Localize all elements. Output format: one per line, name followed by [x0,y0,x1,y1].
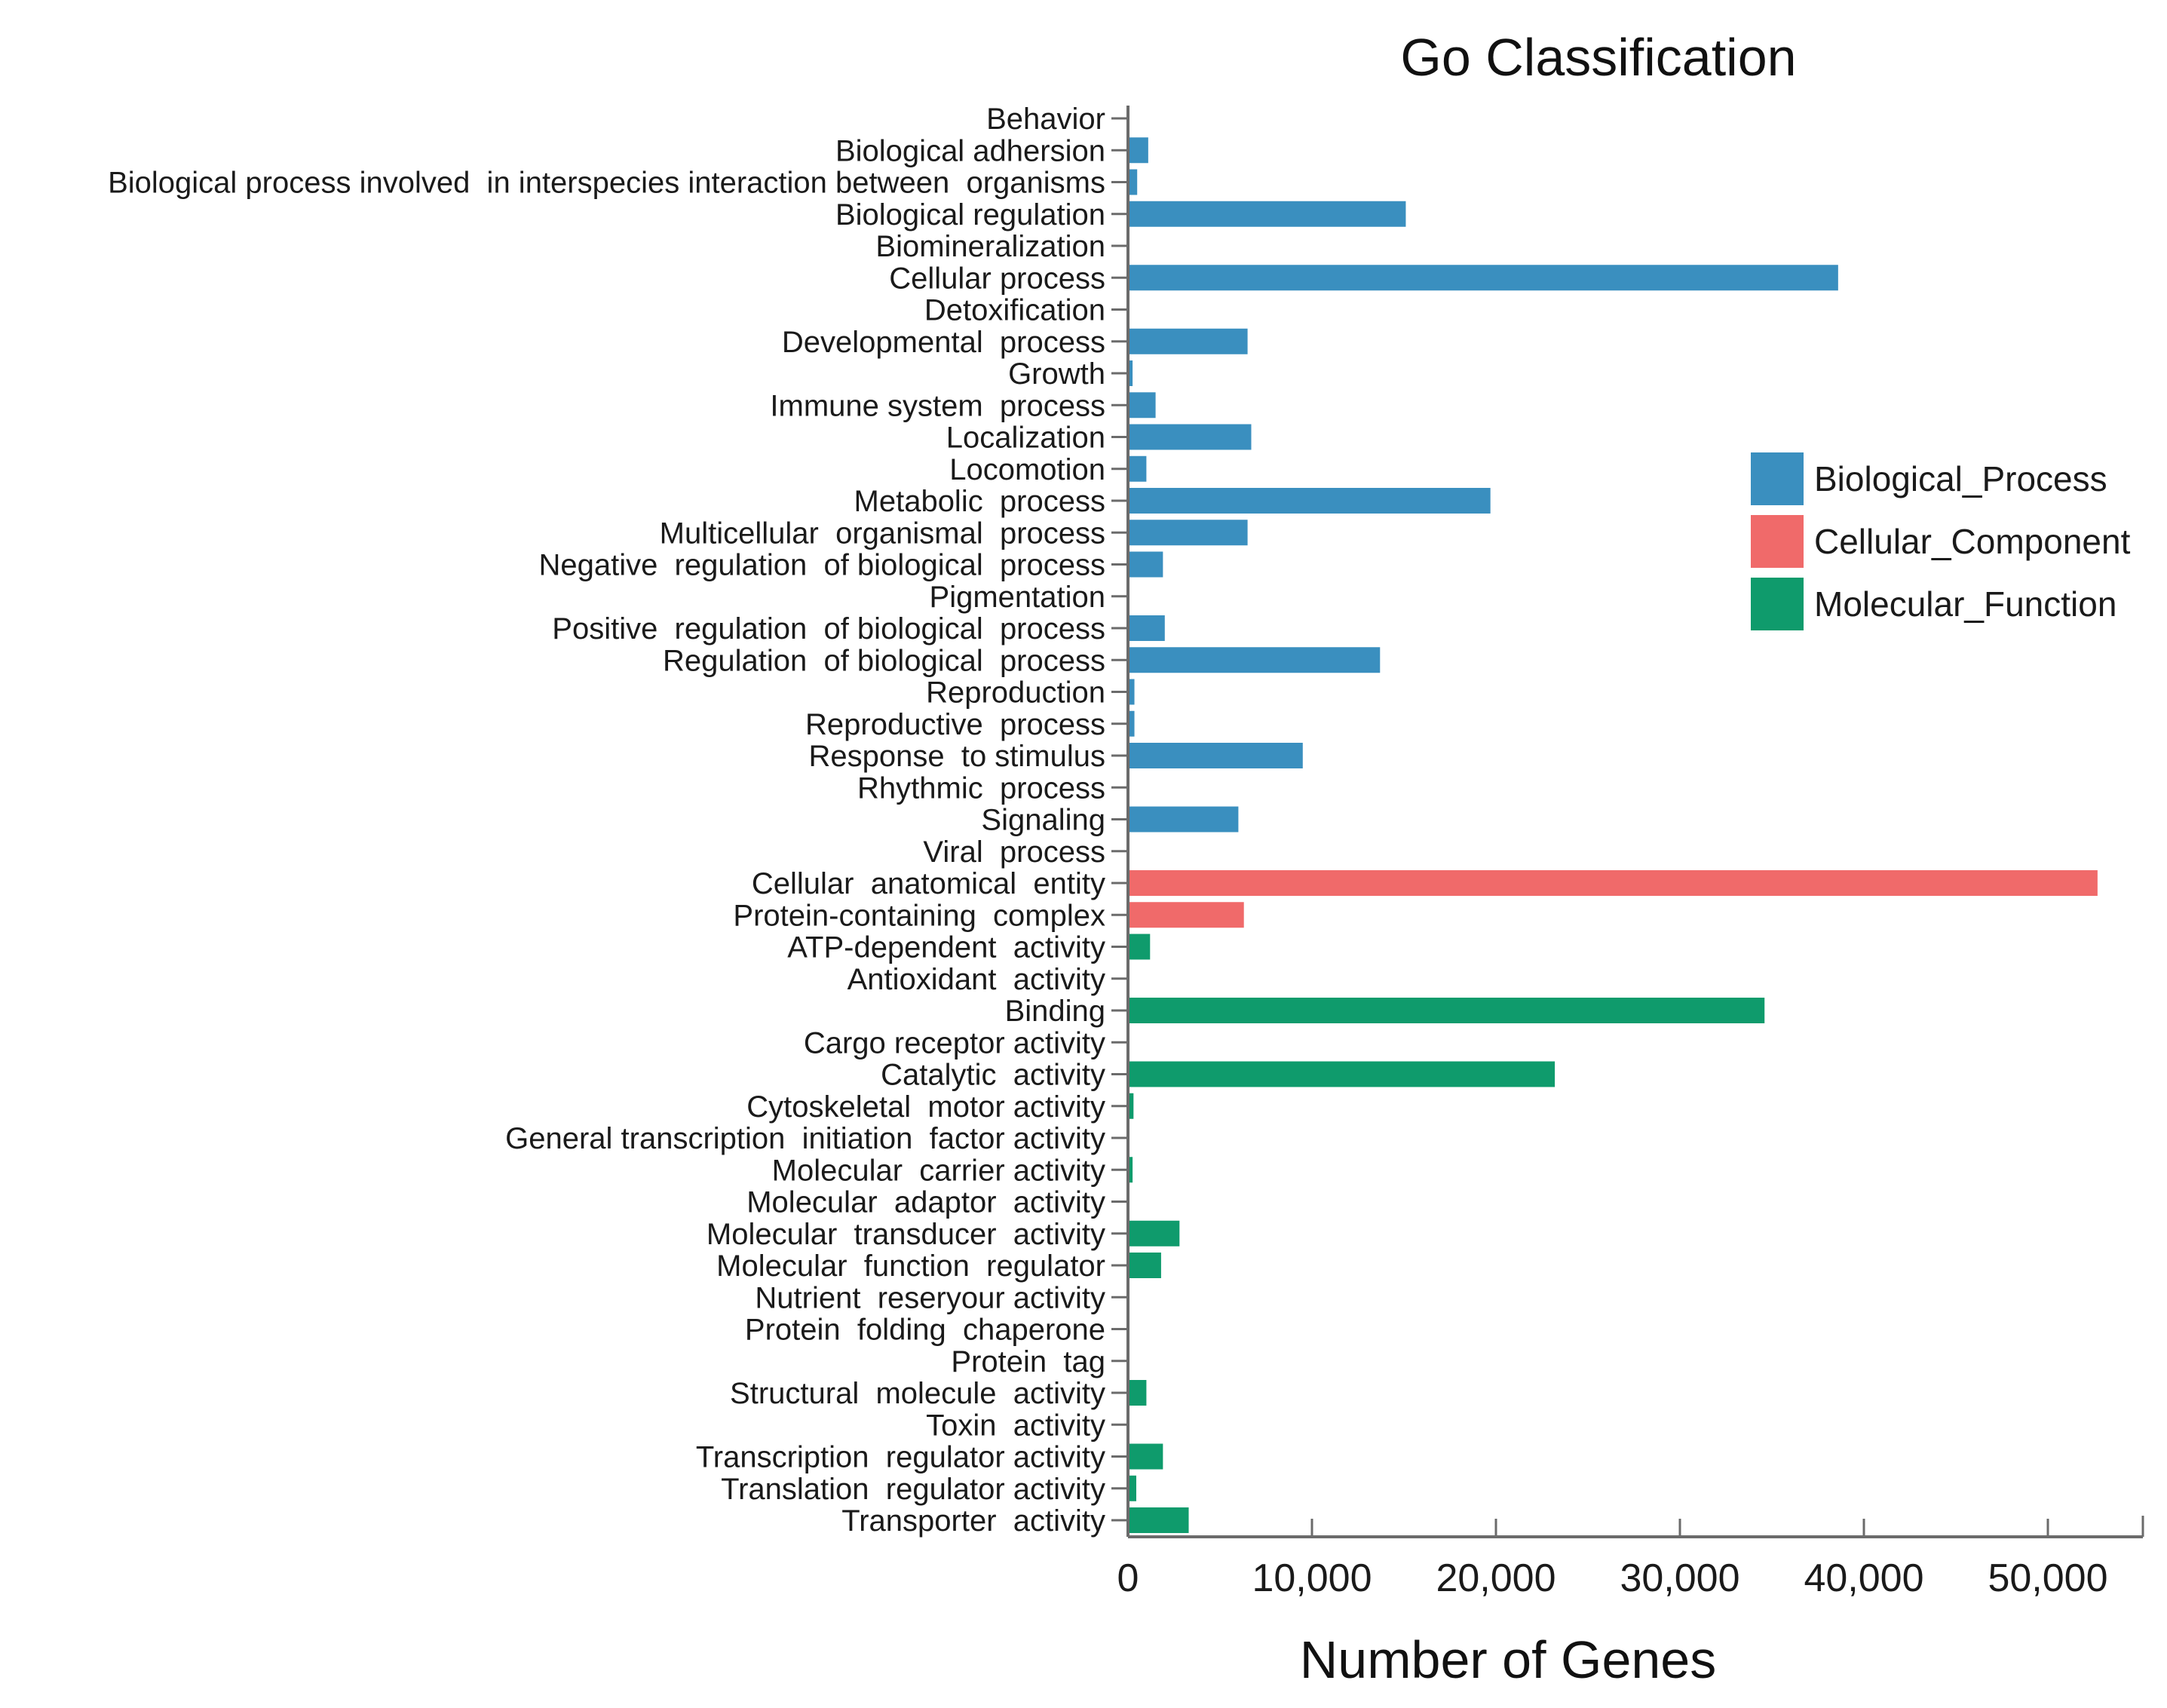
category-label: Viral process [923,836,1105,869]
category-label: Biomineralization [875,230,1105,263]
category-label: Binding [1005,995,1105,1028]
category-label: Response to stimulus [808,740,1105,773]
category-label: Antioxidant activity [847,963,1105,996]
x-tick-label: 50,000 [1988,1556,2107,1600]
bar-36 [1128,1253,1161,1278]
category-label: Structural molecule activity [730,1377,1105,1410]
category-label: Immune system process [770,389,1105,422]
bar-19 [1128,710,1135,737]
category-label: Toxin activity [926,1409,1105,1442]
category-label: Pigmentation [930,581,1105,614]
bar-20 [1128,743,1303,768]
category-label: Molecular carrier activity [772,1154,1105,1187]
axes: 0 10,000 20,000 30,000 40,000 50,000 [1111,106,2144,1600]
category-label: ATP-dependent activity [787,931,1105,964]
legend-swatch-cellular-component [1751,515,1804,568]
category-label: Transporter activity [841,1504,1105,1538]
bar-1 [1128,137,1148,164]
category-label: Molecular adaptor activity [746,1186,1105,1219]
category-label: Nutrient reseryour activity [755,1281,1105,1314]
legend-label: Biological_Process [1814,459,2107,498]
category-label: Growth [1008,357,1105,391]
category-label: Localization [946,422,1105,455]
category-label: Molecular function regulator [716,1250,1105,1283]
bar-13 [1128,520,1248,546]
category-label: Biological regulation [835,198,1105,232]
category-label: Catalytic activity [881,1059,1105,1092]
category-label: Rhythmic process [857,771,1105,805]
category-label: Cellular process [889,262,1105,295]
bar-3 [1128,201,1406,227]
category-label: Positive regulation of biological proces… [552,612,1105,645]
bar-22 [1128,806,1239,833]
legend-label: Molecular_Function [1814,584,2116,624]
bar-12 [1128,488,1491,514]
category-label: Protein folding chaperone [745,1314,1105,1347]
bar-30 [1128,1061,1556,1087]
chart-title: Go Classification [1400,28,1796,87]
bar-2 [1128,169,1138,195]
category-label: Biological process involved in interspec… [108,167,1105,200]
category-label: Cellular anatomical entity [752,867,1105,900]
bar-44 [1128,1507,1189,1533]
legend: Biological_Process Cellular_Component Mole… [1751,452,2131,630]
bar-7 [1128,328,1248,354]
x-tick-label: 40,000 [1804,1556,1923,1600]
category-label: Transcription regulator activity [696,1441,1105,1474]
bar-14 [1128,551,1163,578]
x-tick-label: 10,000 [1252,1556,1372,1600]
bar-17 [1128,647,1381,673]
bar-9 [1128,392,1156,419]
category-label: Molecular transducer activity [706,1218,1105,1251]
bar-11 [1128,455,1147,482]
category-label: Negative regulation of biological proces… [538,549,1105,582]
legend-swatch-molecular-function [1751,578,1804,630]
category-label: Cargo receptor activity [804,1026,1105,1059]
x-tick-label: 0 [1117,1556,1139,1600]
x-tick-label: 30,000 [1620,1556,1739,1600]
category-label: Cytoskeletal motor activity [746,1090,1105,1124]
category-label: Signaling [981,804,1105,837]
category-label: Biological adhersion [835,134,1105,167]
bar-33 [1128,1157,1133,1183]
bar-5 [1128,265,1838,291]
bar-25 [1128,902,1244,928]
bar-8 [1128,360,1133,386]
x-axis-title: Number of Genes [1300,1630,1716,1689]
x-tick-label: 20,000 [1436,1556,1556,1600]
category-label: Detoxification [924,294,1105,327]
category-label: Behavior [986,103,1105,136]
bar-42 [1128,1443,1163,1470]
bar-43 [1128,1475,1136,1501]
category-label: Protein-containing complex [733,899,1105,932]
bar-35 [1128,1220,1180,1247]
category-label: Translation regulator activity [721,1473,1105,1506]
category-label: Multicellular organismal process [660,517,1105,550]
bar-31 [1128,1093,1134,1119]
category-label: Regulation of biological process [663,644,1105,677]
category-label: Locomotion [949,453,1105,486]
bar-24 [1128,870,2098,896]
bar-28 [1128,998,1765,1023]
category-label: General transcription initiation factor … [505,1122,1105,1155]
bar-18 [1128,679,1135,705]
bar-40 [1128,1380,1147,1406]
category-label: Metabolic process [854,485,1105,518]
legend-swatch-biological-process [1751,452,1804,505]
bars-layer [1128,137,2098,1533]
bar-26 [1128,934,1151,960]
legend-label: Cellular_Component [1814,522,2131,561]
bar-16 [1128,615,1165,641]
bar-10 [1128,424,1252,450]
category-label: Reproductive process [805,708,1105,741]
category-label: Protein tag [951,1345,1105,1378]
category-label: Reproduction [926,676,1105,710]
category-label: Developmental process [782,326,1105,359]
